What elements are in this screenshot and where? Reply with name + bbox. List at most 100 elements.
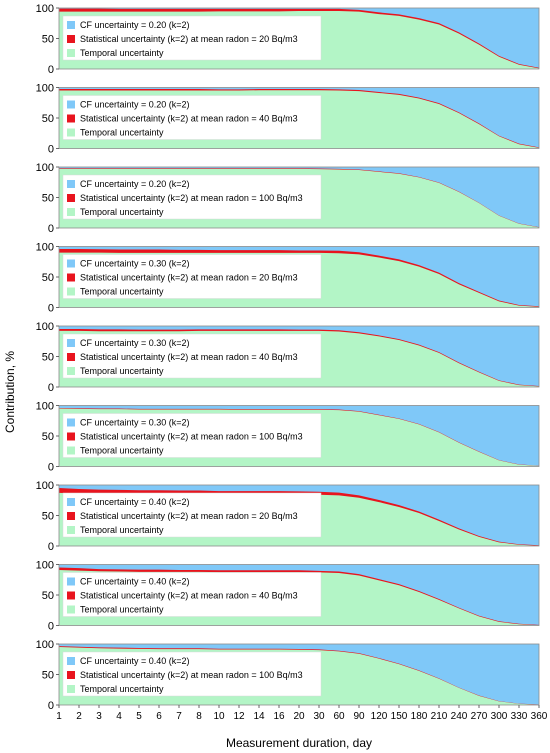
x-tick-label: 330 bbox=[511, 711, 528, 722]
x-tick-label: 2 bbox=[76, 711, 82, 722]
legend-label-1: CF uncertainty = 0.20 (k=2) bbox=[80, 179, 190, 189]
y-tick-label: 100 bbox=[36, 83, 54, 95]
legend-swatch-1 bbox=[67, 100, 75, 109]
y-tick-label: 100 bbox=[36, 560, 54, 572]
chart-panel-3: 0 50 100 CF uncertainty = 0.20 (k=2) Statist… bbox=[36, 162, 540, 235]
x-tick-label: 3 bbox=[96, 711, 102, 722]
chart-panel-2: 0 50 100 CF uncertainty = 0.20 (k=2) Statist… bbox=[36, 83, 540, 156]
y-tick-label: 50 bbox=[42, 511, 54, 523]
y-tick-label: 0 bbox=[48, 303, 54, 315]
legend-swatch-1 bbox=[67, 259, 75, 268]
y-tick-label: 50 bbox=[42, 34, 54, 46]
legend-swatch-3 bbox=[67, 128, 75, 137]
y-axis-label: Contribution, % bbox=[3, 351, 17, 433]
legend-label-1: CF uncertainty = 0.40 (k=2) bbox=[80, 577, 190, 587]
x-tick-label: 5 bbox=[136, 711, 142, 722]
legend-label-3: Temporal uncertainty bbox=[80, 684, 164, 694]
legend-swatch-3 bbox=[67, 446, 75, 455]
legend-label-1: CF uncertainty = 0.30 (k=2) bbox=[80, 259, 190, 269]
x-tick-label: 150 bbox=[391, 711, 408, 722]
legend-swatch-2 bbox=[67, 114, 75, 123]
x-tick-label: 14 bbox=[253, 711, 265, 722]
legend-label-2: Statistical uncertainty (k=2) at mean ra… bbox=[80, 670, 303, 680]
x-tick-label: 210 bbox=[431, 711, 448, 722]
y-tick-label: 50 bbox=[42, 431, 54, 443]
legend-label-2: Statistical uncertainty (k=2) at mean ra… bbox=[80, 352, 298, 362]
legend-swatch-2 bbox=[67, 512, 75, 520]
x-tick-label: 1 bbox=[56, 711, 62, 722]
chart-panel-1: 0 50 100 CF uncertainty = 0.20 (k=2) Statist… bbox=[36, 3, 540, 76]
legend-swatch-1 bbox=[67, 418, 75, 427]
legend-label-1: CF uncertainty = 0.20 (k=2) bbox=[80, 20, 190, 30]
legend-swatch-2 bbox=[67, 273, 75, 282]
legend-swatch-2 bbox=[67, 591, 75, 600]
legend-swatch-3 bbox=[67, 605, 75, 614]
y-tick-label: 100 bbox=[36, 639, 54, 651]
x-tick-label: 30 bbox=[313, 711, 325, 722]
chart-panel-8: 0 50 100 CF uncertainty = 0.40 (k=2) Statist… bbox=[36, 560, 540, 633]
legend-label-2: Statistical uncertainty (k=2) at mean ra… bbox=[80, 432, 303, 442]
legend: CF uncertainty = 0.20 (k=2) Statistical u… bbox=[62, 95, 322, 140]
legend-label-2: Statistical uncertainty (k=2) at mean ra… bbox=[80, 193, 303, 203]
legend-swatch-1 bbox=[67, 657, 75, 665]
legend-swatch-3 bbox=[67, 49, 75, 57]
chart-panel-9: 0 50 100 CF uncertainty = 0.40 (k=2) Statist… bbox=[36, 639, 540, 712]
y-tick-label: 100 bbox=[36, 162, 54, 174]
legend: CF uncertainty = 0.30 (k=2) Statistical u… bbox=[62, 413, 322, 458]
legend-box bbox=[62, 572, 322, 617]
x-tick-label: 10 bbox=[213, 711, 225, 722]
legend-label-1: CF uncertainty = 0.20 (k=2) bbox=[80, 100, 190, 110]
y-tick-label: 0 bbox=[48, 223, 54, 235]
legend-label-1: CF uncertainty = 0.30 (k=2) bbox=[80, 338, 190, 348]
legend-swatch-2 bbox=[67, 194, 75, 202]
x-tick-label: 240 bbox=[451, 711, 468, 722]
legend: CF uncertainty = 0.20 (k=2) Statistical u… bbox=[62, 174, 322, 220]
x-tick-label: 8 bbox=[196, 711, 202, 722]
chart-panel-6: 0 50 100 CF uncertainty = 0.30 (k=2) Statist… bbox=[36, 401, 540, 474]
legend-label-2: Statistical uncertainty (k=2) at mean ra… bbox=[80, 34, 298, 44]
legend-box bbox=[62, 174, 322, 220]
x-tick-label: 300 bbox=[491, 711, 508, 722]
legend-box bbox=[62, 254, 322, 299]
legend-box bbox=[62, 413, 322, 458]
legend-swatch-3 bbox=[67, 208, 75, 216]
legend-swatch-3 bbox=[67, 367, 75, 375]
legend-swatch-2 bbox=[67, 35, 75, 43]
legend-swatch-1 bbox=[67, 498, 75, 506]
legend-label-1: CF uncertainty = 0.40 (k=2) bbox=[80, 497, 190, 507]
legend-swatch-2 bbox=[67, 671, 75, 679]
y-tick-label: 100 bbox=[36, 242, 54, 254]
legend-label-1: CF uncertainty = 0.40 (k=2) bbox=[80, 656, 190, 666]
legend-box bbox=[62, 15, 322, 61]
x-tick-label: 60 bbox=[333, 711, 345, 722]
y-tick-label: 50 bbox=[42, 590, 54, 602]
legend-label-2: Statistical uncertainty (k=2) at mean ra… bbox=[80, 511, 298, 521]
legend-label-2: Statistical uncertainty (k=2) at mean ra… bbox=[80, 591, 298, 601]
x-axis-ticks: 1 2 3 4 5 6 7 8 10 12 14 16 20 30 60 90 120 150 180 210 240 2… bbox=[56, 705, 548, 722]
legend: CF uncertainty = 0.20 (k=2) Statistical u… bbox=[62, 15, 322, 61]
x-tick-label: 270 bbox=[471, 711, 488, 722]
chart-panel-4: 0 50 100 CF uncertainty = 0.30 (k=2) Statist… bbox=[36, 242, 540, 315]
x-tick-label: 16 bbox=[273, 711, 285, 722]
y-tick-label: 0 bbox=[48, 144, 54, 156]
chart-panel-7: 0 50 100 CF uncertainty = 0.40 (k=2) Statist… bbox=[36, 480, 540, 553]
legend-swatch-2 bbox=[67, 432, 75, 441]
x-tick-label: 20 bbox=[293, 711, 305, 722]
legend-swatch-1 bbox=[67, 339, 75, 347]
legend-box bbox=[62, 95, 322, 140]
y-tick-label: 0 bbox=[48, 621, 54, 633]
y-tick-label: 0 bbox=[48, 64, 54, 76]
legend-label-3: Temporal uncertainty bbox=[80, 366, 164, 376]
legend-label-3: Temporal uncertainty bbox=[80, 207, 164, 217]
legend-swatch-1 bbox=[67, 21, 75, 29]
y-tick-label: 50 bbox=[42, 670, 54, 682]
legend-box bbox=[62, 492, 322, 538]
x-tick-label: 4 bbox=[116, 711, 122, 722]
x-tick-label: 180 bbox=[411, 711, 428, 722]
x-tick-label: 7 bbox=[176, 711, 182, 722]
x-tick-label: 6 bbox=[156, 711, 162, 722]
legend-swatch-3 bbox=[67, 685, 75, 693]
y-tick-label: 50 bbox=[42, 113, 54, 125]
legend: CF uncertainty = 0.30 (k=2) Statistical u… bbox=[62, 333, 322, 379]
legend-label-3: Temporal uncertainty bbox=[80, 287, 164, 297]
